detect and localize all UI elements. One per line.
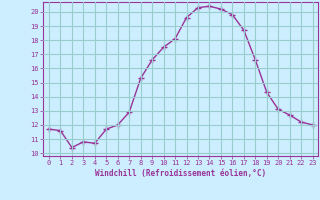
X-axis label: Windchill (Refroidissement éolien,°C): Windchill (Refroidissement éolien,°C) — [95, 169, 266, 178]
